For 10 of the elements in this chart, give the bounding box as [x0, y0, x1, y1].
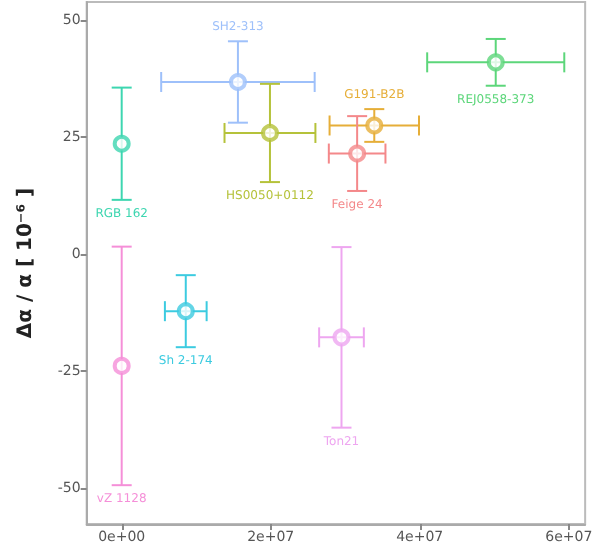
y-axis-title: Δα / α [ 10⁻⁶ ] [15, 187, 37, 339]
point [332, 328, 351, 347]
point [228, 72, 247, 91]
point [176, 302, 195, 321]
point [348, 144, 367, 163]
point [112, 356, 131, 375]
point [486, 53, 505, 72]
point [112, 134, 131, 153]
point [365, 116, 384, 135]
point [260, 123, 279, 142]
